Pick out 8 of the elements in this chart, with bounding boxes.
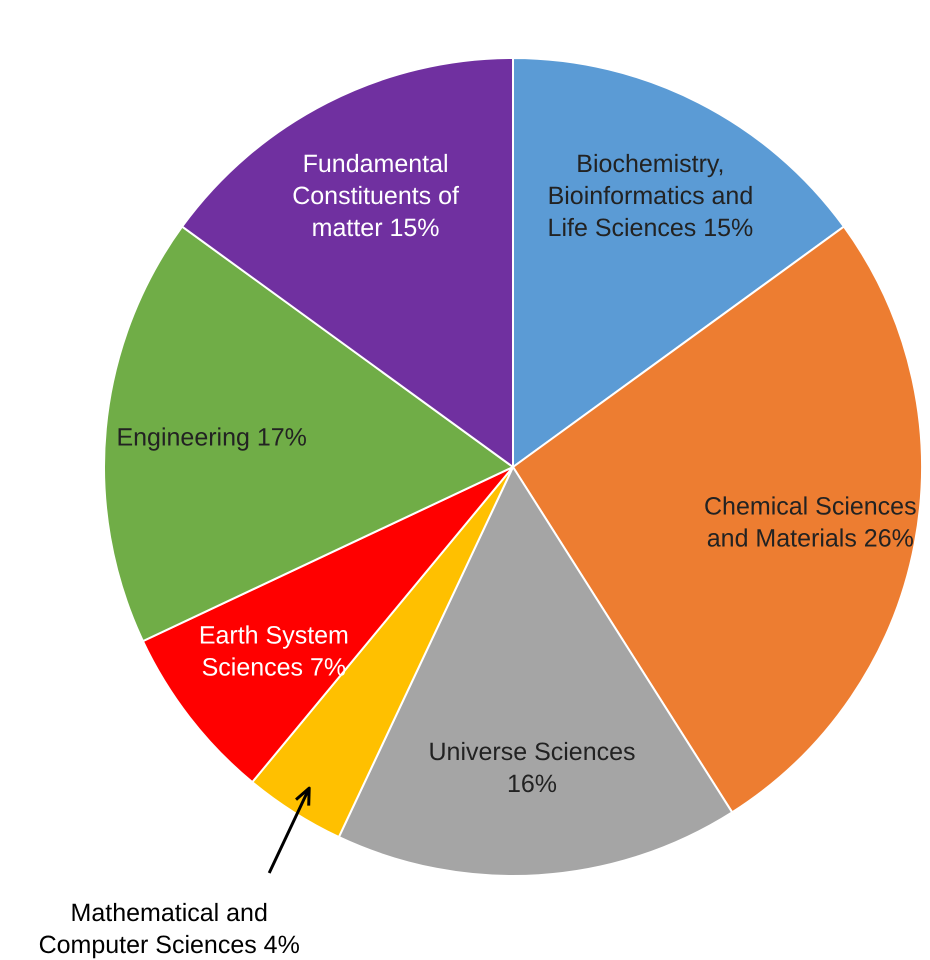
slice-label: Biochemistry, Bioinformatics and Life Sciences 15% — [548, 150, 754, 242]
slice-label: Universe Sciences — [428, 738, 636, 766]
slice-label: Engineering 17% — [116, 423, 307, 452]
data-label: 16% — [506, 770, 558, 798]
slice-label: Earth System Sciences 7% — [198, 621, 349, 682]
slice-label: Chemical Sciences and Materials 26% — [704, 492, 917, 553]
slice-label: Fundamental Constituents of matter 15% — [292, 150, 460, 242]
slice-label: Mathematical and Computer Sciences 4% — [38, 898, 300, 959]
